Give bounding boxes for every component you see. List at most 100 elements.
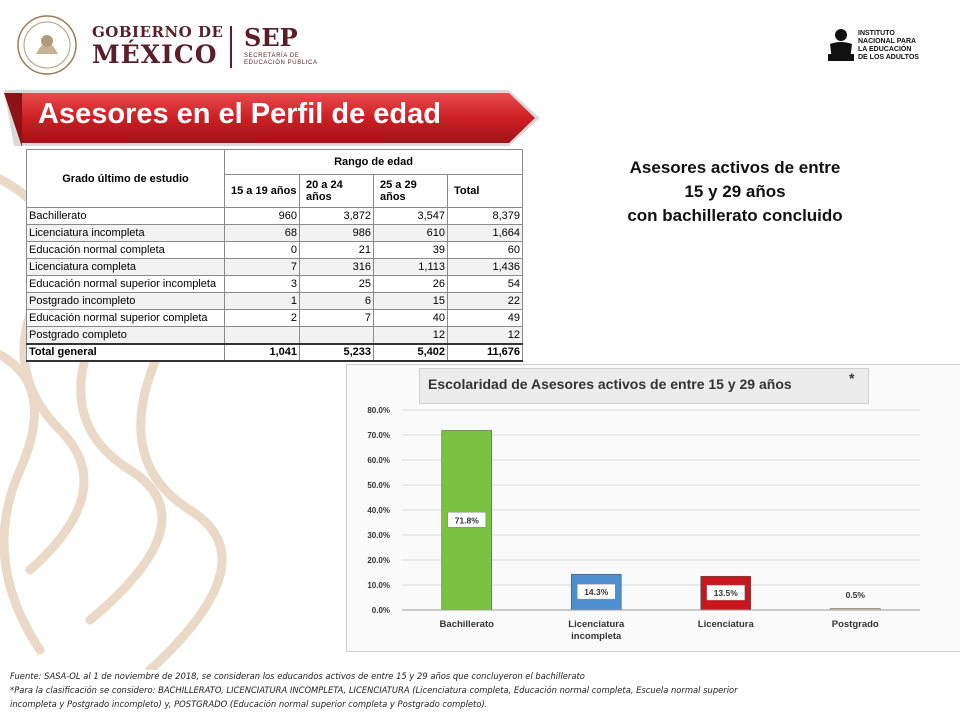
chart-title-asterisk: * [849, 370, 855, 386]
table-total-cell: 11,676 [447, 342, 523, 362]
data-label: 14.3% [584, 587, 609, 597]
y-tick-label: 40.0% [367, 506, 390, 515]
government-seal-icon [17, 15, 77, 75]
table-row-label: Educación normal superior completa [26, 309, 225, 327]
data-label-box [706, 584, 745, 601]
data-label-box [447, 512, 486, 528]
table-column-header: 15 a 19 años [224, 174, 300, 208]
table-row: Educación normal completa 0 21 39 60 [26, 241, 523, 259]
page-title: Asesores en el Perfil de edad [38, 98, 441, 130]
table-cell: 7 [224, 258, 300, 276]
y-tick-label: 80.0% [367, 406, 390, 415]
table-cell: 610 [373, 224, 448, 242]
table-cell: 22 [447, 292, 523, 310]
table-row-label: Educación normal completa [26, 241, 225, 259]
table-cell: 26 [373, 275, 448, 293]
gobierno-line1: GOBIERNO DE [92, 23, 224, 41]
chart-title: Escolaridad de Asesores activos de entre… [428, 376, 792, 392]
table-cell: 7 [299, 309, 374, 327]
table-cell: 15 [373, 292, 448, 310]
age-range-table: Grado último de estudio Rango de edad 15… [26, 149, 523, 362]
table-row-label: Bachillerato [26, 207, 225, 225]
title-banner [4, 90, 540, 147]
x-category-label: Bachillerato [440, 619, 495, 630]
table-total-cell: 1,041 [224, 342, 300, 362]
table-corner-header: Grado último de estudio [26, 149, 225, 208]
footnote-source: Fuente: SASA-OL al 1 de noviembre de 201… [10, 671, 585, 681]
y-tick-label: 10.0% [367, 581, 390, 590]
chart-caption: Asesores activos de entre 15 y 29 años c… [570, 156, 900, 228]
y-tick-label: 20.0% [367, 556, 390, 565]
footnote-classification-cont: incompleta y Postgrado incompleto) y, PO… [10, 699, 488, 709]
table-cell: 25 [299, 275, 374, 293]
gobierno-line2: MÉXICO [92, 40, 218, 69]
y-tick-label: 70.0% [367, 431, 390, 440]
table-cell: 8,379 [447, 207, 523, 225]
table-column-header: 20 a 24 años [299, 174, 374, 208]
table-cell: 1,664 [447, 224, 523, 242]
inea-logo-icon [828, 29, 854, 61]
table-cell: 316 [299, 258, 374, 276]
table-column-header: 25 a 29 años [373, 174, 448, 208]
x-category-label: incompleta [571, 631, 622, 642]
table-group-header: Rango de edad [224, 149, 523, 175]
table-row-label: Postgrado incompleto [26, 292, 225, 310]
sep-subtitle: SECRETARÍA DE EDUCACIÓN PÚBLICA [244, 53, 318, 66]
table-cell: 960 [224, 207, 300, 225]
table-cell: 49 [447, 309, 523, 327]
header: GOBIERNO DE MÉXICO SEP SECRETARÍA DE EDU… [0, 0, 960, 85]
y-tick-label: 30.0% [367, 531, 390, 540]
table-column-header: Total [447, 174, 523, 208]
caption-line3: con bachillerato concluido [627, 206, 843, 225]
data-label-box [577, 583, 616, 600]
table-row: Licenciatura incompleta 68 986 610 1,664 [26, 224, 523, 242]
table-cell: 12 [373, 326, 448, 344]
data-label: 71.8% [455, 515, 480, 525]
table-cell: 986 [299, 224, 374, 242]
data-label: 13.5% [714, 588, 739, 598]
table-row: Educación normal superior incompleta 3 25 2… [26, 275, 523, 293]
table-cell: 40 [373, 309, 448, 327]
table-cell: 60 [447, 241, 523, 259]
table-cell [299, 326, 374, 344]
table-cell: 1,113 [373, 258, 448, 276]
inea-line3: LA EDUCACIÓN [858, 46, 912, 53]
table-total-row: Total general 1,041 5,233 5,402 11,676 [26, 342, 523, 362]
table-cell: 3,547 [373, 207, 448, 225]
table-cell: 39 [373, 241, 448, 259]
inea-line1: INSTITUTO [858, 30, 895, 37]
table-cell: 3,872 [299, 207, 374, 225]
caption-line1: Asesores activos de entre [629, 158, 841, 177]
table-cell: 3 [224, 275, 300, 293]
header-divider [230, 26, 232, 68]
table-row: Educación normal superior completa 2 7 40 49 [26, 309, 523, 327]
chart-title-box [419, 368, 869, 404]
escolaridad-bar-chart: 0.0% 10.0% 20.0% 30.0% 40.0% 50.0% 60.0% 70.0% 8… [367, 406, 920, 642]
inea-line2: NACIONAL PARA [858, 38, 917, 45]
table-row-label: Licenciatura completa [26, 258, 225, 276]
sep-name: SEP [244, 23, 298, 52]
table-row-label: Educación normal superior incompleta [26, 275, 225, 293]
caption-line2: 15 y 29 años [684, 182, 786, 201]
inea-name: INSTITUTO NACIONAL PARA LA EDUCACIÓN DE … [858, 30, 938, 62]
footnote-classification: *Para la clasificación se considero: BAC… [10, 685, 738, 695]
table-cell: 21 [299, 241, 374, 259]
table-row: Bachillerato 960 3,872 3,547 8,379 [26, 207, 523, 225]
table-cell: 0 [224, 241, 300, 259]
x-category-label: Licenciatura [568, 619, 625, 630]
y-tick-label: 50.0% [367, 481, 390, 490]
table-row-label: Licenciatura incompleta [26, 224, 225, 242]
table-total-label: Total general [26, 342, 225, 362]
table-total-cell: 5,233 [299, 342, 374, 362]
table-row: Licenciatura completa 7 316 1,113 1,436 [26, 258, 523, 276]
data-label: 0.5% [846, 590, 866, 600]
table-cell: 1,436 [447, 258, 523, 276]
table-cell: 12 [447, 326, 523, 344]
x-category-label: Postgrado [832, 619, 879, 630]
table-cell: 68 [224, 224, 300, 242]
table-row: Postgrado completo 12 12 [26, 326, 523, 344]
table-total-cell: 5,402 [373, 342, 448, 362]
table-row-label: Postgrado completo [26, 326, 225, 344]
table-cell: 1 [224, 292, 300, 310]
table-row: Postgrado incompleto 1 6 15 22 [26, 292, 523, 310]
